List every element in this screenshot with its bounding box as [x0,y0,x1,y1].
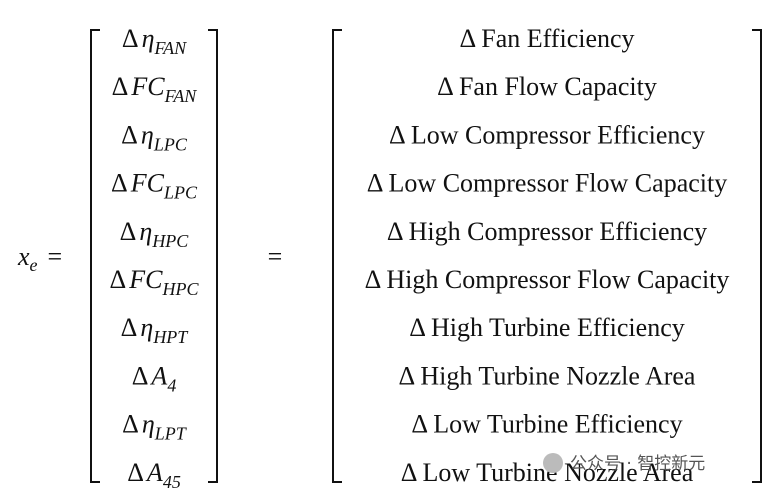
subscript: LPC [163,183,198,203]
delta: Δ [121,120,138,149]
left-entry: Δ A4 [132,361,177,395]
delta: Δ [122,24,139,53]
right-entry: Δ High Compressor Efficiency [387,217,707,246]
symbol: η [142,410,155,439]
subscript: FAN [164,86,198,106]
subscript: 4 [167,375,176,395]
left-entry: Δ FCHPC [110,265,200,299]
delta: Δ [111,169,128,198]
middle-equals: = [268,242,283,271]
watermark-text: 公众号 · 智控新元 [570,454,705,474]
watermark: 公众号 · 智控新元 [543,453,705,474]
watermark-icon [543,453,563,473]
right-entry: Δ High Compressor Flow Capacity [365,265,730,294]
left-entry: Δ A45 [127,458,181,492]
right-entry: Δ High Turbine Efficiency [409,313,685,342]
symbol: A [149,361,167,390]
bracket [332,29,342,483]
left-entry: Δ FCFAN [112,72,198,106]
bracket [752,29,762,483]
symbol: η [141,120,154,149]
subscript: FAN [153,38,187,58]
symbol: A [145,458,163,487]
subscript: HPT [152,327,189,347]
bracket [208,29,218,483]
delta: Δ [120,217,137,246]
delta: Δ [112,72,129,101]
subscript: LPT [154,424,188,444]
left-entry: Δ FCLPC [111,169,198,203]
symbol: η [140,313,153,342]
lhs-equals: = [48,242,63,271]
right-entry: Δ Fan Efficiency [459,24,634,53]
lhs-sub: e [30,255,38,275]
subscript: HPC [151,231,189,251]
delta: Δ [121,313,138,342]
subscript: HPC [161,279,199,299]
symbol: FC [128,265,163,294]
symbol: FC [130,169,165,198]
symbol: η [142,24,155,53]
right-entry: Δ Low Turbine Efficiency [411,410,682,439]
lhs-symbol: x [17,242,30,271]
subscript: LPC [153,134,188,154]
lhs: xe = [17,242,62,275]
delta: Δ [127,458,144,487]
delta: Δ [132,361,149,390]
right-entry: Δ High Turbine Nozzle Area [399,361,696,390]
delta: Δ [110,265,127,294]
symbol: η [139,217,152,246]
symbol: FC [130,72,165,101]
bracket [90,29,100,483]
right-entry: Δ Fan Flow Capacity [437,72,657,101]
subscript: 45 [163,472,181,492]
delta: Δ [122,410,139,439]
right-entry: Δ Low Compressor Efficiency [389,120,705,149]
right-entry: Δ Low Compressor Flow Capacity [367,169,727,198]
